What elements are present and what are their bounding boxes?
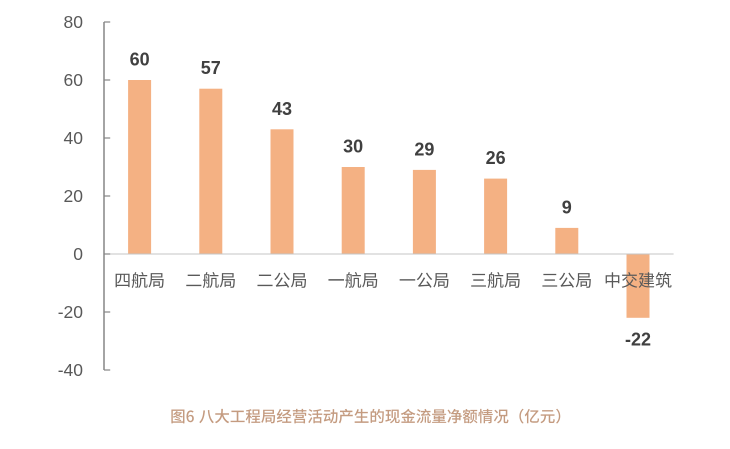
svg-text:-22: -22 bbox=[625, 329, 651, 349]
svg-text:-20: -20 bbox=[58, 302, 84, 322]
svg-text:20: 20 bbox=[64, 186, 84, 206]
svg-text:29: 29 bbox=[414, 139, 434, 159]
svg-text:26: 26 bbox=[486, 148, 506, 168]
svg-text:57: 57 bbox=[201, 58, 221, 78]
svg-text:30: 30 bbox=[343, 137, 363, 157]
svg-text:-40: -40 bbox=[58, 360, 84, 380]
svg-text:0: 0 bbox=[73, 244, 83, 264]
svg-text:60: 60 bbox=[130, 50, 150, 70]
svg-text:80: 80 bbox=[64, 12, 84, 32]
svg-text:9: 9 bbox=[562, 197, 572, 217]
svg-text:43: 43 bbox=[272, 99, 292, 119]
svg-text:60: 60 bbox=[64, 70, 84, 90]
svg-text:40: 40 bbox=[64, 128, 84, 148]
